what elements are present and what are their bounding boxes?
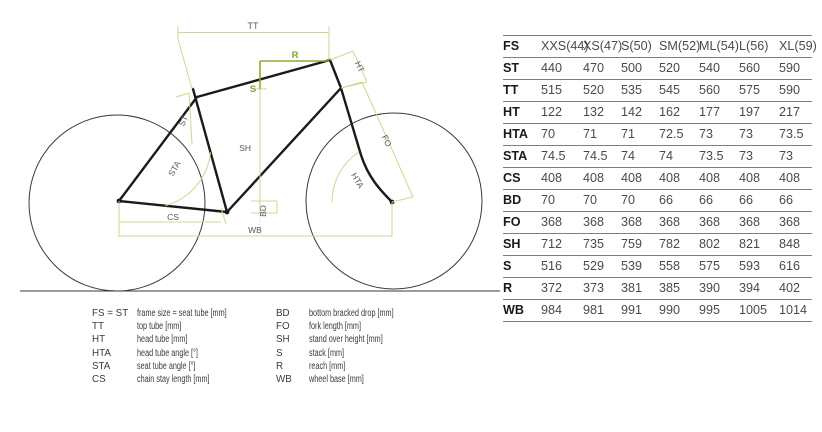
- svg-text:BD: BD: [258, 205, 268, 217]
- svg-text:S: S: [250, 84, 256, 95]
- svg-text:CS: CS: [167, 212, 179, 222]
- svg-text:HTA: HTA: [349, 171, 366, 190]
- svg-text:TT: TT: [248, 21, 259, 31]
- svg-text:ST: ST: [176, 114, 190, 128]
- svg-text:SH: SH: [239, 143, 251, 153]
- svg-text:FO: FO: [380, 133, 394, 148]
- svg-text:STA: STA: [166, 159, 183, 178]
- svg-text:HT: HT: [353, 59, 367, 74]
- svg-text:R: R: [292, 50, 299, 61]
- svg-text:WB: WB: [248, 225, 262, 235]
